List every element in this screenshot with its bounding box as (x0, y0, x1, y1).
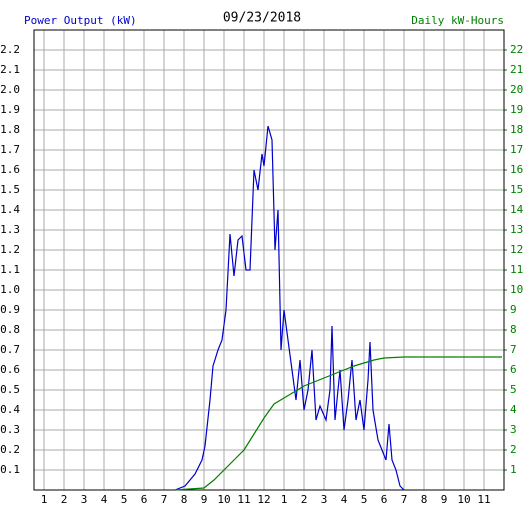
y2-tick-label: 22 (510, 43, 523, 56)
x-tick-label: 3 (321, 493, 328, 506)
x-tick-label: 6 (141, 493, 148, 506)
y-tick-label: 0.4 (0, 403, 20, 416)
y-tick-label: 0.6 (0, 363, 20, 376)
y2-tick-label: 15 (510, 183, 523, 196)
x-tick-label: 10 (217, 493, 230, 506)
y-tick-label: 0.5 (0, 383, 20, 396)
y-tick-label: 1.3 (0, 223, 20, 236)
y-tick-label: 2.0 (0, 83, 20, 96)
x-tick-label: 7 (401, 493, 408, 506)
y-tick-label: 0.2 (0, 443, 20, 456)
x-tick-label: 5 (361, 493, 368, 506)
y-tick-label: 1.1 (0, 263, 20, 276)
x-tick-label: 4 (101, 493, 108, 506)
y2-tick-label: 18 (510, 123, 523, 136)
x-tick-label: 11 (237, 493, 250, 506)
y-tick-label: 0.9 (0, 303, 20, 316)
y2-tick-label: 20 (510, 83, 523, 96)
y-tick-label: 2.2 (0, 43, 20, 56)
y-tick-label: 0.3 (0, 423, 20, 436)
x-tick-label: 1 (41, 493, 48, 506)
x-tick-label: 1 (281, 493, 288, 506)
y2-tick-label: 16 (510, 163, 523, 176)
y2-tick-label: 17 (510, 143, 523, 156)
x-tick-label: 5 (121, 493, 128, 506)
y-tick-label: 0.1 (0, 463, 20, 476)
x-tick-label: 6 (381, 493, 388, 506)
y2-tick-label: 13 (510, 223, 523, 236)
x-tick-label: 3 (81, 493, 88, 506)
series-line (174, 125, 405, 491)
x-tick-label: 9 (441, 493, 448, 506)
x-tick-label: 4 (341, 493, 348, 506)
x-tick-label: 2 (301, 493, 308, 506)
y2-tick-label: 2 (510, 443, 517, 456)
x-tick-label: 11 (477, 493, 490, 506)
x-tick-label: 2 (61, 493, 68, 506)
y2-axis-label: Daily kW-Hours (411, 14, 504, 27)
y2-tick-label: 21 (510, 63, 523, 76)
y2-tick-label: 5 (510, 383, 517, 396)
y2-tick-label: 1 (510, 463, 517, 476)
y2-tick-label: 12 (510, 243, 523, 256)
y2-tick-label: 11 (510, 263, 523, 276)
y2-tick-label: 9 (510, 303, 517, 316)
y-tick-label: 1.9 (0, 103, 20, 116)
y2-tick-label: 10 (510, 283, 523, 296)
x-tick-label: 10 (457, 493, 470, 506)
y-tick-label: 1.7 (0, 143, 20, 156)
x-tick-label: 9 (201, 493, 208, 506)
x-tick-label: 12 (257, 493, 270, 506)
y2-tick-label: 3 (510, 423, 517, 436)
y-tick-label: 1.0 (0, 283, 20, 296)
y2-tick-label: 19 (510, 103, 523, 116)
y-tick-label: 2.1 (0, 63, 20, 76)
chart-title: 09/23/2018 (223, 11, 301, 26)
y-tick-label: 0.7 (0, 343, 20, 356)
y2-tick-label: 4 (510, 403, 517, 416)
y2-tick-label: 14 (510, 203, 524, 216)
plot-frame (33, 29, 505, 491)
x-tick-label: 8 (181, 493, 188, 506)
y2-tick-label: 6 (510, 363, 517, 376)
y2-tick-label: 7 (510, 343, 517, 356)
y-tick-label: 1.5 (0, 183, 20, 196)
y-tick-label: 0.8 (0, 323, 20, 336)
y-tick-label: 1.4 (0, 203, 20, 216)
y-tick-label: 1.6 (0, 163, 20, 176)
y2-tick-label: 8 (510, 323, 517, 336)
series-line (174, 356, 502, 491)
y-axis-label: Power Output (kW) (24, 14, 137, 27)
y-tick-label: 1.2 (0, 243, 20, 256)
x-tick-label: 8 (421, 493, 428, 506)
x-tick-label: 7 (161, 493, 168, 506)
y-tick-label: 1.8 (0, 123, 20, 136)
